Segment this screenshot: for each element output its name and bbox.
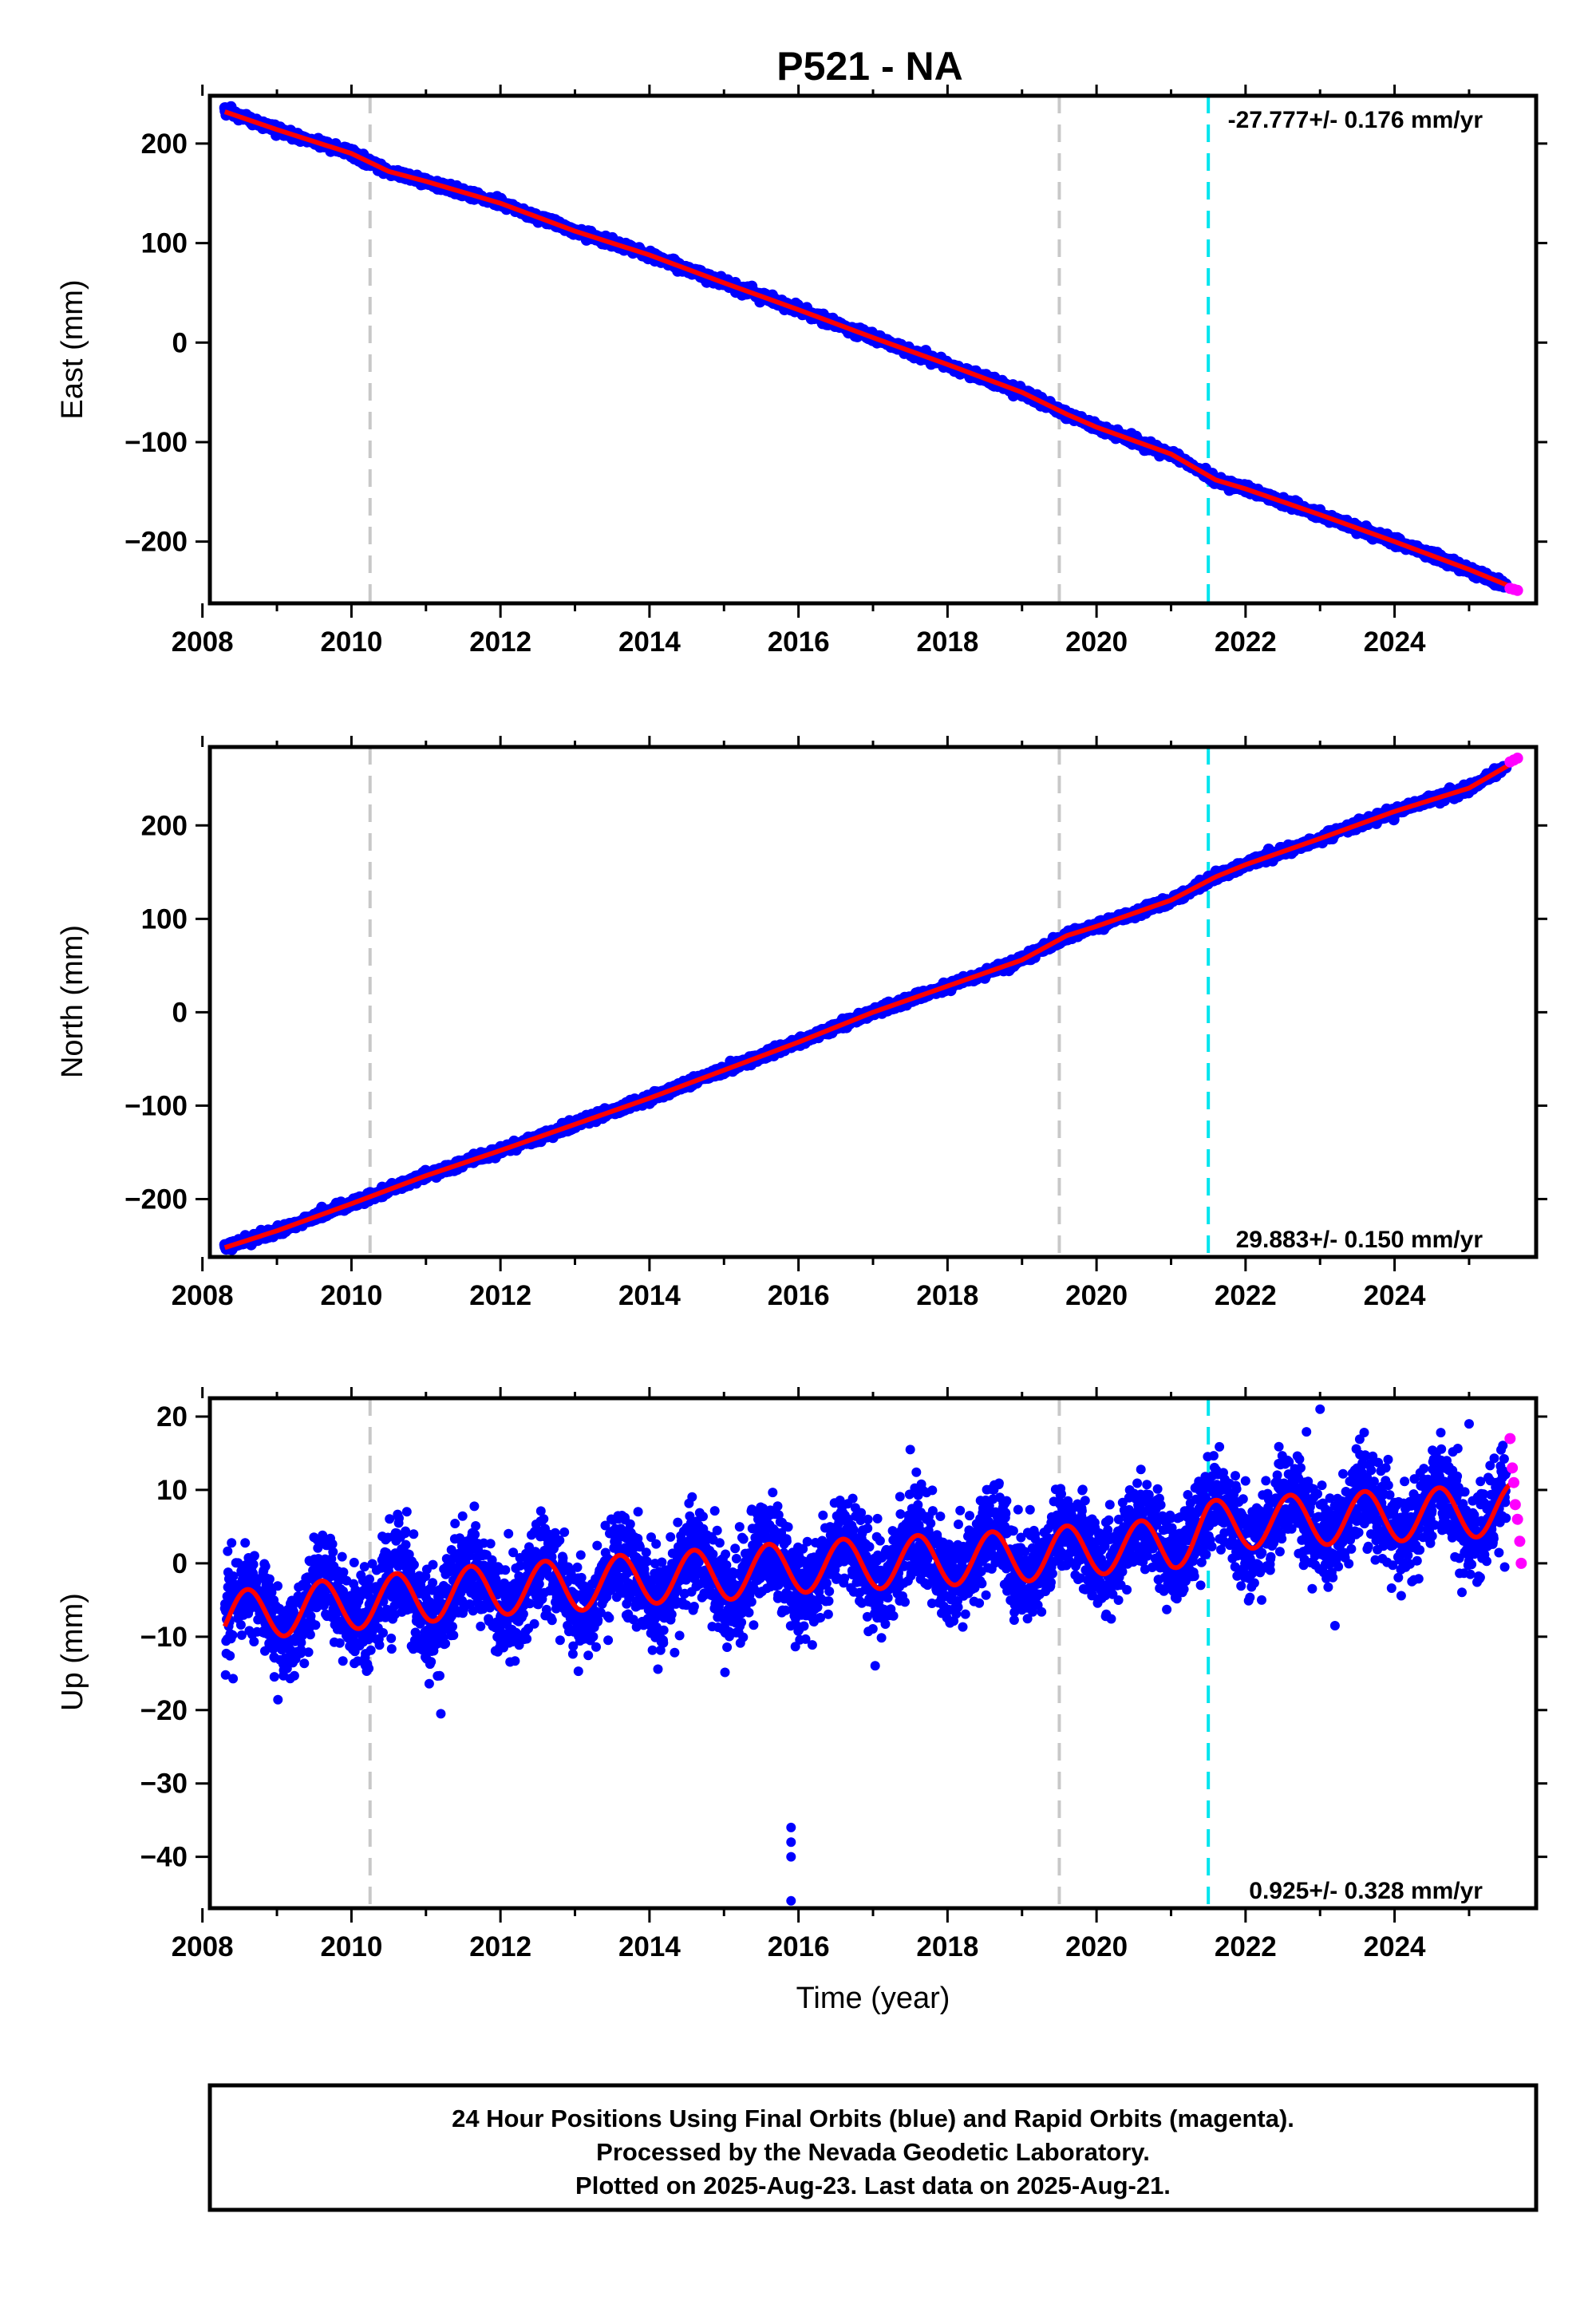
east-x-tick-label: 2008: [172, 626, 234, 658]
east-plot-area: [219, 96, 1523, 603]
east-y-tick-label: 0: [172, 327, 188, 358]
east-x-tick-label: 2024: [1364, 626, 1426, 658]
north-plot-area: [219, 747, 1523, 1257]
east-y-tick-label: −100: [124, 427, 188, 458]
figure-title: P521 - NA: [776, 44, 962, 89]
east-y-tick-label: −200: [124, 527, 188, 558]
east-y-tick-label: 100: [141, 228, 188, 259]
panel-east: 2008 2010 2012 2014 2016 2018 2020 2022 2024 200 1…: [56, 85, 1547, 658]
panel-north: 2008 2010 2012 2014 2016 2018 2020 2022 20242001…: [56, 736, 1547, 1311]
east-x-tick-label: 2020: [1065, 626, 1128, 658]
east-rapid-orbit-point-2: [1511, 584, 1523, 596]
east-y-tick-label: 200: [141, 128, 188, 160]
east-velocity-label: -27.777+/- 0.176 mm/yr: [1228, 107, 1483, 133]
east-x-tick-label: 2014: [618, 626, 681, 658]
east-x-tick-label: 2012: [469, 626, 531, 658]
east-final-orbit-points: [219, 101, 1512, 593]
east-x-tick-label: 2018: [916, 626, 978, 658]
east-x-tick-label: 2022: [1215, 626, 1277, 658]
east-x-tick-label: 2016: [768, 626, 830, 658]
east-y-axis-label: East (mm): [56, 279, 89, 419]
east-x-tick-label: 2010: [320, 626, 382, 658]
